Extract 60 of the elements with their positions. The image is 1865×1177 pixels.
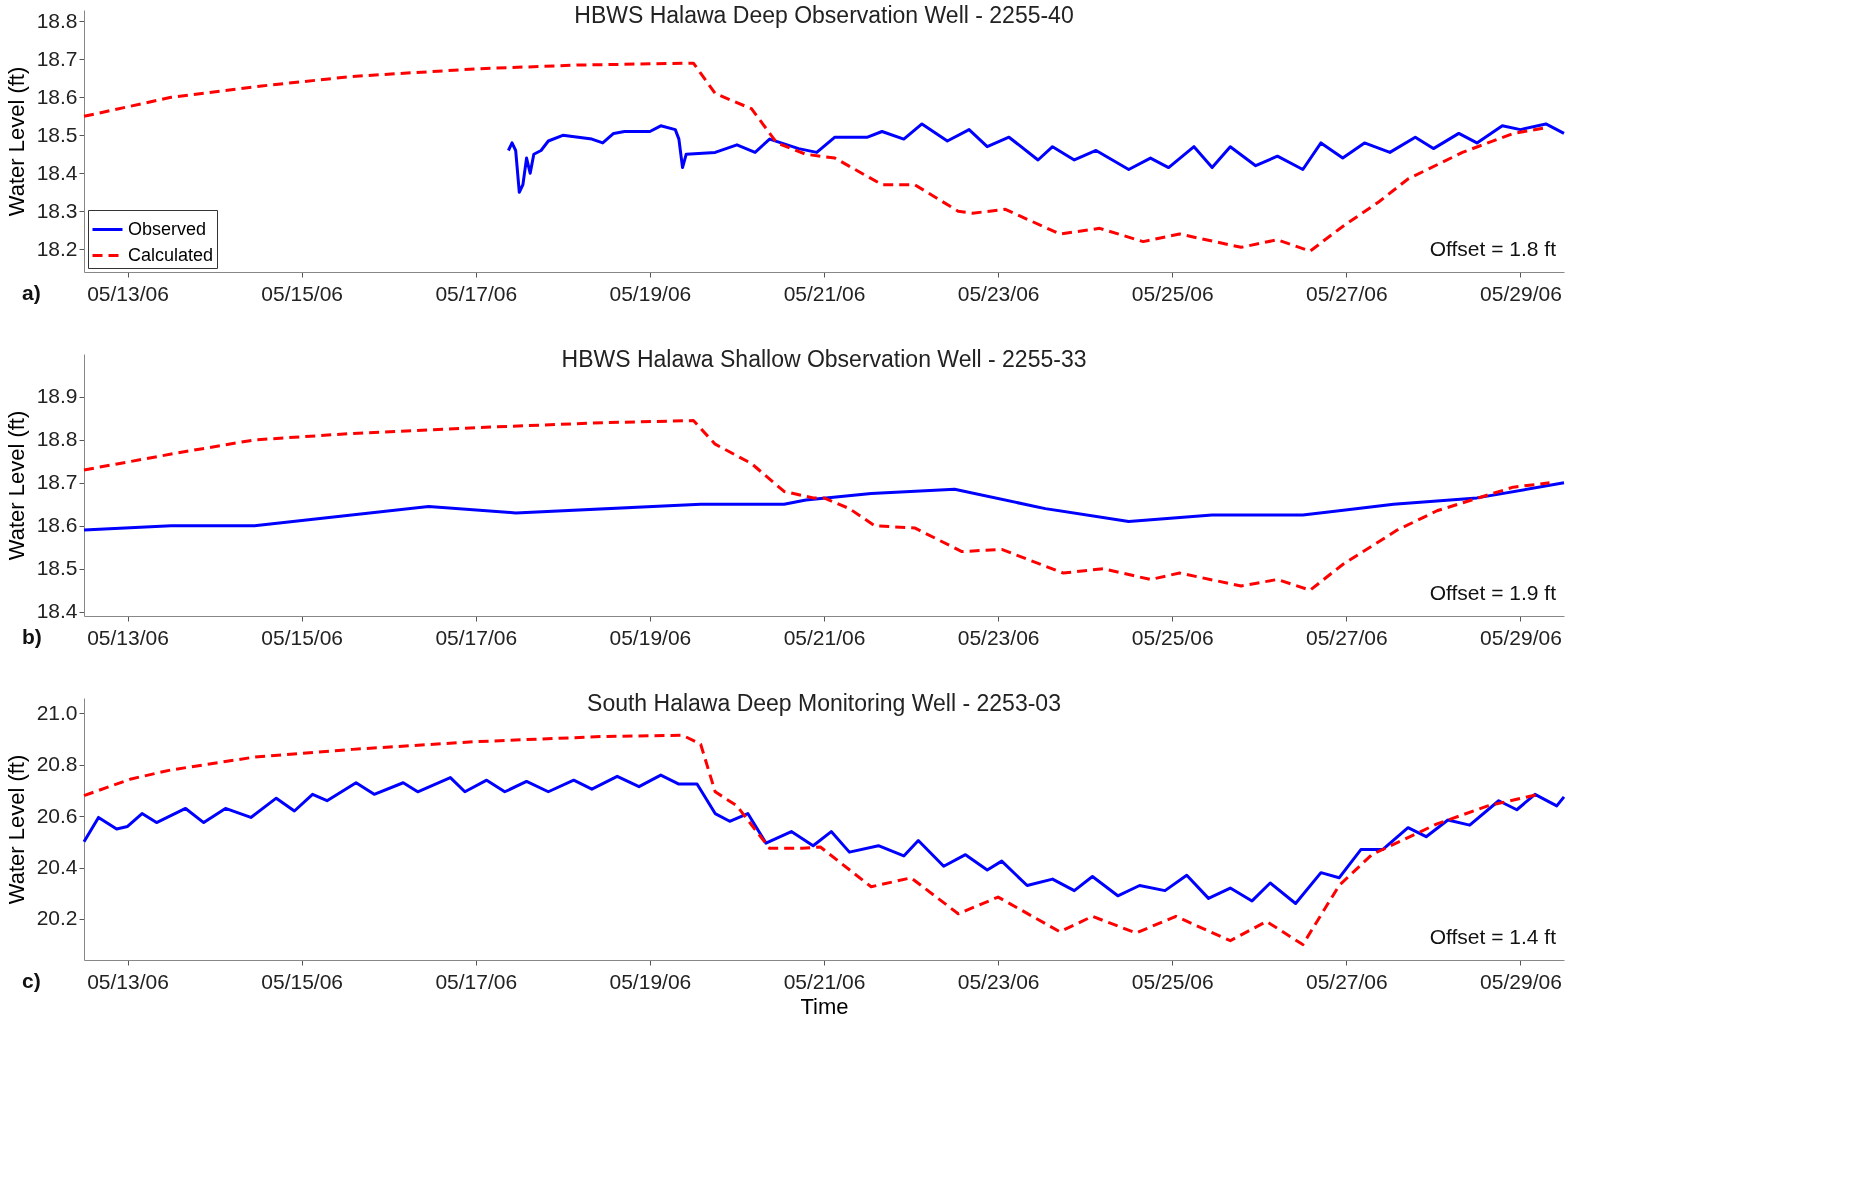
x-tick-label: 05/15/06 <box>261 625 344 649</box>
x-tick-label: 05/13/06 <box>87 969 169 993</box>
x-tick-label: 05/27/06 <box>1305 281 1388 305</box>
y-tick-label: 20.2 <box>36 906 78 930</box>
x-tick-label: 05/23/06 <box>957 281 1040 305</box>
y-tick-label: 18.7 <box>36 470 78 494</box>
x-tick-label: 05/15/06 <box>261 969 344 993</box>
x-tick-label: 05/25/06 <box>1131 281 1214 305</box>
text: b) <box>22 625 42 648</box>
x-tick-label: 05/27/06 <box>1305 625 1388 649</box>
legend-label: Observed <box>128 218 207 239</box>
y-axis-title: Water Level (ft) <box>3 410 29 561</box>
x-tick-label: 05/13/06 <box>87 625 169 649</box>
x-tick-label: 05/19/06 <box>609 625 692 649</box>
y-tick-label: 20.6 <box>36 803 78 827</box>
chart-title: South Halawa Deep Monitoring Well - 2253-03 <box>587 690 1061 716</box>
annotation: Offset = 1.8 ft <box>1429 237 1557 260</box>
x-axis-title: Time <box>800 993 849 1019</box>
y-tick-label: 18.3 <box>36 198 78 222</box>
x-tick-label: 05/13/06 <box>87 281 169 305</box>
legend-label: Calculated <box>128 244 214 265</box>
y-tick-label: 18.7 <box>36 46 78 70</box>
x-tick-label: 05/17/06 <box>435 281 518 305</box>
x-tick-label: 05/25/06 <box>1131 969 1214 993</box>
annotation: Offset = 1.4 ft <box>1429 925 1557 948</box>
x-tick-label: 05/25/06 <box>1131 625 1214 649</box>
x-tick-label: 05/27/06 <box>1305 969 1388 993</box>
x-tick-label: 05/15/06 <box>261 281 344 305</box>
x-tick-label: 05/21/06 <box>783 281 866 305</box>
x-tick-label: 05/17/06 <box>435 625 518 649</box>
y-tick-label: 18.5 <box>36 556 78 580</box>
y-tick-label: 18.8 <box>36 427 78 451</box>
text: a) <box>22 281 41 304</box>
y-axis-title: Water Level (ft) <box>3 66 29 217</box>
y-tick-label: 18.9 <box>36 384 78 408</box>
x-tick-label: 05/19/06 <box>609 281 692 305</box>
annotation: Offset = 1.9 ft <box>1429 581 1557 604</box>
y-tick-label: 18.4 <box>36 599 78 623</box>
y-tick-label: 18.5 <box>36 122 78 146</box>
y-tick-label: 18.6 <box>36 513 78 537</box>
x-tick-label: 05/29/06 <box>1480 969 1562 993</box>
x-tick-label: 05/17/06 <box>435 969 518 993</box>
y-tick-label: 18.4 <box>36 160 78 184</box>
x-tick-label: 05/21/06 <box>783 625 866 649</box>
y-tick-label: 21.0 <box>36 700 78 724</box>
y-tick-label: 18.6 <box>36 84 78 108</box>
y-axis-title: Water Level (ft) <box>3 754 29 905</box>
text: c) <box>22 969 41 992</box>
x-tick-label: 05/23/06 <box>957 625 1040 649</box>
x-tick-label: 05/19/06 <box>609 969 692 993</box>
y-tick-label: 20.4 <box>36 855 78 879</box>
x-tick-label: 05/29/06 <box>1480 625 1562 649</box>
chart-title: HBWS Halawa Shallow Observation Well - 2255-33 <box>561 346 1087 372</box>
y-tick-label: 18.8 <box>36 8 78 32</box>
y-tick-label: 20.8 <box>36 752 78 776</box>
y-tick-label: 18.2 <box>36 236 78 260</box>
x-tick-label: 05/23/06 <box>957 969 1040 993</box>
x-tick-label: 05/21/06 <box>783 969 866 993</box>
x-tick-label: 05/29/06 <box>1480 281 1562 305</box>
chart-title: HBWS Halawa Deep Observation Well - 2255-40 <box>574 2 1074 28</box>
